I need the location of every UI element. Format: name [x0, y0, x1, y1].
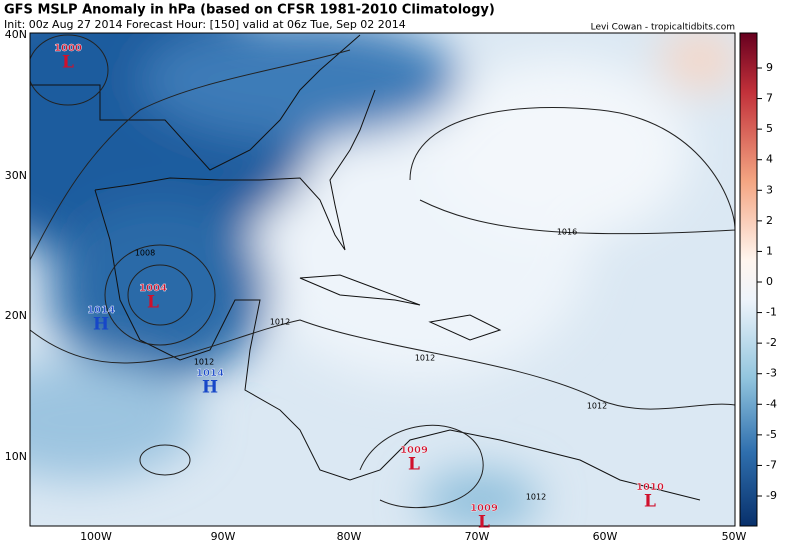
colorbar-label: -5 — [766, 428, 777, 441]
center-type: L — [62, 53, 74, 73]
center-type: L — [644, 492, 656, 512]
center-type: L — [147, 293, 159, 313]
isobar-label: 1008 — [135, 249, 155, 258]
init-line: Init: 00z Aug 27 2014 Forecast Hour: [15… — [4, 18, 406, 31]
isobar-label: 1012 — [526, 493, 546, 502]
colorbar-label: -9 — [766, 489, 777, 502]
center-pressure: 1010 — [636, 482, 664, 493]
colorbar-label: 0 — [766, 275, 773, 288]
center-pressure: 1004 — [139, 283, 167, 294]
lon-label: 50W — [722, 530, 747, 543]
credit: Levi Cowan - tropicaltidbits.com — [591, 23, 735, 33]
colorbar-label: -2 — [766, 336, 777, 349]
lat-label: 20N — [5, 309, 27, 322]
colorbar-label: -1 — [766, 306, 777, 319]
center-type: L — [478, 513, 490, 533]
isobar-label: 1012 — [194, 358, 214, 367]
colorbar-label: -3 — [766, 367, 777, 380]
center-pressure: 1014 — [196, 368, 224, 379]
colorbar — [739, 32, 758, 527]
center-pressure: 1009 — [470, 503, 498, 514]
lon-label: 80W — [337, 530, 362, 543]
lon-label: 60W — [593, 530, 618, 543]
colorbar-label: -7 — [766, 458, 777, 471]
lat-label: 10N — [5, 450, 27, 463]
center-pressure: 1014 — [87, 305, 115, 316]
isobar-label: 1012 — [415, 354, 435, 363]
colorbar-label: 9 — [766, 61, 773, 74]
colorbar-label: 1 — [766, 244, 773, 257]
center-type: L — [408, 455, 420, 475]
center-type: H — [93, 315, 109, 335]
map-frame — [29, 32, 736, 527]
colorbar-label: 2 — [766, 214, 773, 227]
colorbar-label: 7 — [766, 92, 773, 105]
isobar-label: 1012 — [270, 318, 290, 327]
lon-label: 70W — [465, 530, 490, 543]
lat-label: 40N — [5, 28, 27, 41]
lon-label: 100W — [80, 530, 112, 543]
center-type: H — [202, 378, 218, 398]
lat-label: 30N — [5, 169, 27, 182]
colorbar-label: 5 — [766, 122, 773, 135]
colorbar-label: 4 — [766, 153, 773, 166]
map — [30, 33, 735, 526]
lon-label: 90W — [211, 530, 236, 543]
center-pressure: 1009 — [400, 445, 428, 456]
isobar-label: 1012 — [587, 402, 607, 411]
colorbar-label: -4 — [766, 397, 777, 410]
center-pressure: 1000 — [54, 43, 82, 54]
title: GFS MSLP Anomaly in hPa (based on CFSR 1… — [4, 3, 495, 18]
colorbar-label: 3 — [766, 183, 773, 196]
isobar-label: 1016 — [557, 228, 577, 237]
